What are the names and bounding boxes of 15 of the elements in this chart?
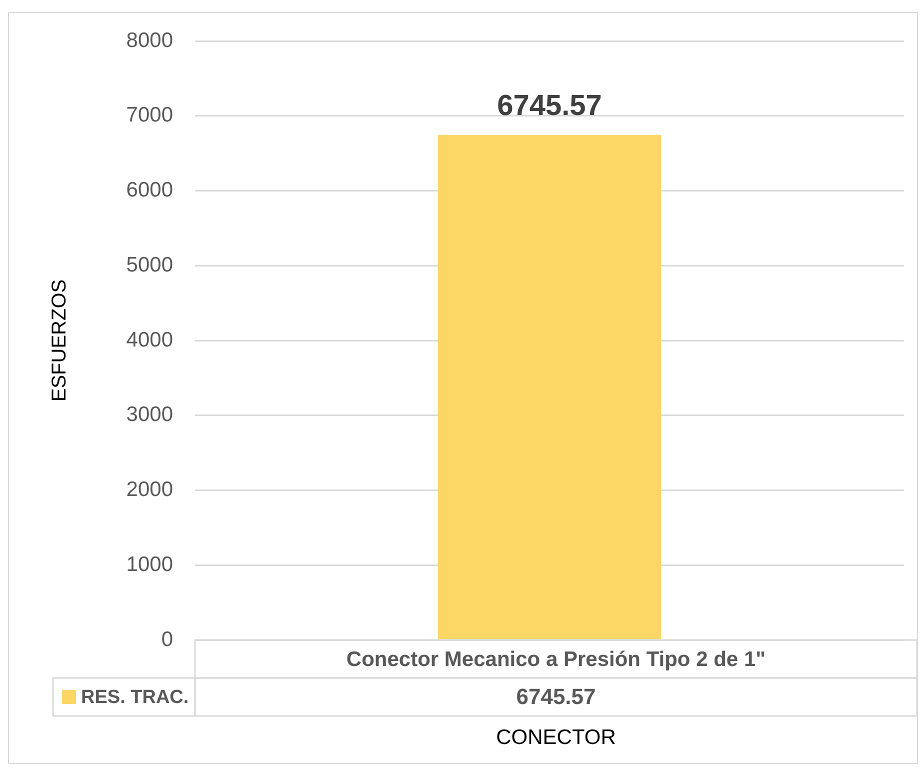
- y-tick-label: 3000: [126, 403, 173, 426]
- data-label: 6745.57: [497, 90, 602, 122]
- y-tick-label: 8000: [126, 28, 173, 52]
- x-tick-label: Conector Mecanico a Presión Tipo 2 de 1": [346, 648, 766, 671]
- y-axis-title: ESFUERZOS: [48, 279, 71, 402]
- y-tick-label: 0: [161, 628, 173, 651]
- text: 6745.57: [516, 684, 596, 710]
- x-axis-title: CONECTOR: [496, 726, 616, 749]
- y-tick-label: 7000: [126, 104, 173, 127]
- y-tick-label: 5000: [126, 253, 173, 276]
- y-tick-label: 4000: [126, 328, 173, 352]
- legend-label: RES. TRAC.: [81, 687, 189, 708]
- y-tick-label: 2000: [126, 478, 173, 502]
- y-tick-label: 1000: [126, 552, 173, 576]
- y-tick-label: 6000: [126, 178, 173, 202]
